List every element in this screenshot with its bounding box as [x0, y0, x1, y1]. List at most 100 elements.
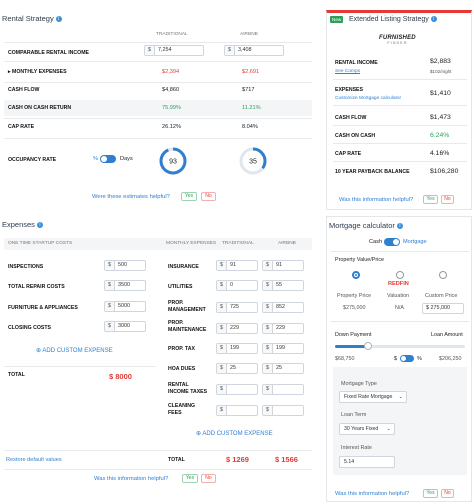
custom-price-input[interactable]: $ 275,000	[422, 303, 464, 314]
startup-input[interactable]: $3500	[104, 280, 146, 291]
monthly-airbnb-input[interactable]: $199	[262, 343, 304, 354]
dollar-percent-toggle[interactable]	[400, 355, 414, 362]
ext-cash-flow-label: CASH FLOW	[335, 115, 367, 121]
cap-rate-label: CAP RATE	[8, 124, 35, 130]
add-custom-expense-monthly[interactable]: ⊕ ADD CUSTOM EXPENSE	[196, 431, 273, 437]
chevron-down-icon: ⌄	[398, 394, 403, 400]
mortgage-type-label: Mortgage Type	[341, 381, 377, 387]
mortgage-helpful-question: Was this information helpful?	[335, 491, 410, 497]
ext-no-button[interactable]: No	[441, 195, 454, 204]
expenses-panel: Expenses i ONE TIME STARTUP COSTS MONTHLY…	[0, 216, 316, 504]
caret-right-icon: ▸	[8, 69, 13, 75]
expenses-helpful-question: Was this information helpful?	[94, 476, 169, 482]
airbnb-header: AIRBNB	[278, 241, 296, 246]
ext-cap-rate-label: CAP RATE	[335, 151, 362, 157]
monthly-traditional-input[interactable]: $91	[216, 260, 258, 271]
cash-mortgage-toggle[interactable]	[384, 238, 400, 246]
rental-strategy-panel: Rental Strategy i TRADITIONAL AIRBNB COMP…	[0, 10, 316, 210]
mortgage-yes-button[interactable]: Yes	[423, 489, 438, 498]
occupancy-traditional-value: 93	[169, 159, 177, 166]
ext-helpful-question: Was this information helpful?	[339, 197, 414, 203]
occupancy-unit-toggle[interactable]	[100, 155, 116, 163]
monthly-traditional-input[interactable]: $229	[216, 323, 258, 334]
info-icon[interactable]: i	[396, 223, 403, 230]
ext-expenses-label: EXPENSES	[335, 87, 363, 93]
dollar-toggle-label: $	[394, 356, 397, 362]
ext-rental-income-value: $2,883	[430, 58, 451, 65]
percent-toggle-label: %	[417, 356, 422, 362]
customize-link[interactable]: Customize	[335, 96, 358, 101]
monthly-label: CLEANING FEES	[168, 403, 196, 416]
extended-title: Extended Listing Strategy i	[349, 16, 437, 23]
monthly-airbnb-input[interactable]: $25	[262, 363, 304, 374]
monthly-total-traditional: $ 1269	[226, 455, 249, 464]
cap-rate-traditional: 26.12%	[162, 124, 181, 130]
loan-term-label: Loan Term	[341, 412, 367, 418]
startup-input[interactable]: $3000	[104, 321, 146, 332]
monthly-label: INSURANCE	[168, 264, 199, 270]
slider-handle[interactable]	[363, 342, 372, 350]
rental-helpful-question: Were these estimates helpful?	[92, 194, 170, 200]
monthly-header: MONTHLY EXPENSES	[166, 241, 217, 246]
traditional-header: TRADITIONAL	[222, 241, 254, 246]
startup-total-value: $ 8000	[109, 372, 132, 381]
info-icon[interactable]: i	[55, 16, 62, 23]
mortgage-calculator-link[interactable]: Mortgage calculator	[359, 96, 402, 101]
custom-price-label: Custom Price	[425, 293, 458, 299]
radio-valuation[interactable]	[396, 271, 404, 279]
info-icon[interactable]: i	[36, 222, 43, 229]
interest-rate-label: Interest Rate	[341, 445, 372, 451]
cash-on-cash-airbnb: 11.21%	[242, 105, 261, 111]
valuation-label: Valuation	[387, 293, 410, 299]
startup-input[interactable]: $500	[104, 260, 146, 271]
down-payment-label: Down Payment	[335, 332, 372, 338]
monthly-expenses-toggle[interactable]: ▸ MONTHLY EXPENSES	[8, 69, 67, 75]
info-icon[interactable]: i	[430, 16, 437, 23]
monthly-traditional-input[interactable]: $199	[216, 343, 258, 354]
expenses-no-button[interactable]: No	[201, 474, 216, 483]
mortgage-label: Mortgage	[403, 239, 427, 245]
startup-input[interactable]: $5000	[104, 301, 146, 312]
monthly-airbnb-input[interactable]: $	[262, 405, 304, 416]
chevron-down-icon: ⌄	[386, 426, 391, 432]
radio-property-price[interactable]	[352, 271, 360, 279]
expenses-yes-button[interactable]: Yes	[182, 474, 198, 483]
interest-rate-input[interactable]: 5.14	[339, 456, 395, 468]
monthly-label: PROP. MANAGEMENT	[168, 300, 206, 313]
see-comps-link[interactable]: See Comps	[335, 69, 361, 74]
comparable-income-label: COMPARABLE RENTAL INCOME	[8, 50, 89, 56]
loan-term-select[interactable]: 30 Years Fixed ⌄	[339, 423, 395, 435]
add-custom-expense-startup[interactable]: ⊕ ADD CUSTOM EXPENSE	[36, 348, 113, 354]
expenses-title: Expenses i	[2, 220, 43, 229]
ext-cash-on-cash-value: 6.24%	[430, 132, 450, 139]
rental-no-button[interactable]: No	[201, 192, 216, 201]
radio-custom-price[interactable]	[439, 271, 447, 279]
monthly-airbnb-input[interactable]: $55	[262, 280, 304, 291]
col-traditional: TRADITIONAL	[156, 32, 188, 37]
mortgage-no-button[interactable]: No	[441, 489, 454, 498]
plus-circle-icon: ⊕	[36, 348, 43, 354]
toggle-days-label: Days	[120, 156, 133, 162]
cash-flow-label: CASH FLOW	[8, 87, 40, 93]
restore-defaults-link[interactable]: Restore default values	[6, 457, 62, 463]
monthly-traditional-input[interactable]: $	[216, 384, 258, 395]
monthly-traditional-input[interactable]: $	[216, 405, 258, 416]
monthly-traditional-input[interactable]: $0	[216, 280, 258, 291]
mortgage-title: Mortgage calculator i	[329, 221, 403, 230]
monthly-traditional-input[interactable]: $25	[216, 363, 258, 374]
monthly-airbnb-input[interactable]: $229	[262, 323, 304, 334]
ext-yes-button[interactable]: Yes	[423, 195, 438, 204]
down-payment-slider[interactable]	[335, 342, 465, 350]
monthly-airbnb-input[interactable]: $91	[262, 260, 304, 271]
monthly-traditional-input[interactable]: $725	[216, 302, 258, 313]
monthly-airbnb-input[interactable]: $852	[262, 302, 304, 313]
ext-rental-income-label: RENTAL INCOME	[335, 60, 378, 66]
rental-yes-button[interactable]: Yes	[181, 192, 197, 201]
ext-cash-flow-value: $1,473	[430, 114, 451, 121]
monthly-airbnb-input[interactable]: $	[262, 384, 304, 395]
airbnb-income-input[interactable]: $3,408	[224, 45, 284, 56]
traditional-income-input[interactable]: $7,254	[144, 45, 204, 56]
ext-cash-on-cash-label: CASH ON CASH	[335, 133, 376, 139]
cash-on-cash-label: CASH ON CASH RETURN	[8, 105, 72, 111]
mortgage-type-select[interactable]: Fixed Rate Mortgage ⌄	[339, 391, 407, 403]
